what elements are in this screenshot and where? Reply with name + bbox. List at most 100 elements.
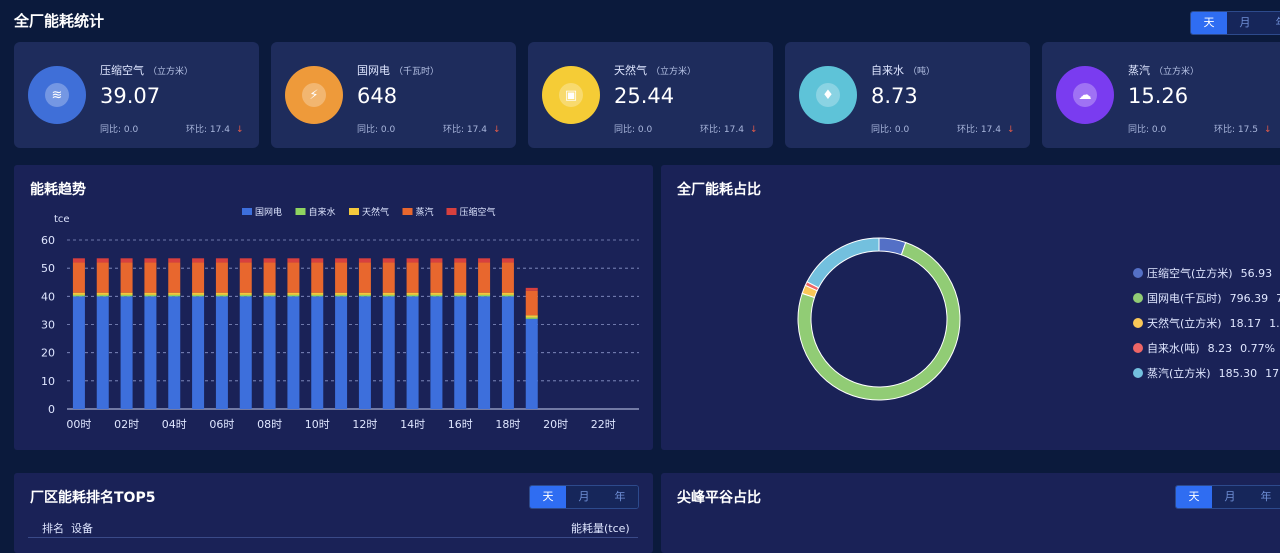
bar-segment <box>311 262 324 293</box>
bar-segment <box>478 296 491 409</box>
rank-period-year-tab[interactable]: 年 <box>602 486 638 508</box>
legend-name: 蒸汽(立方米) <box>1147 367 1211 380</box>
legend-label: 天然气 <box>362 206 389 218</box>
bar-segment <box>120 258 133 263</box>
legend-name: 国网电(千瓦时) <box>1147 292 1222 305</box>
bar-segment <box>72 262 85 293</box>
x-tick-label: 14时 <box>400 418 425 431</box>
bar-segment <box>215 294 228 297</box>
bar-segment <box>382 296 395 409</box>
bar-segment <box>311 294 324 297</box>
legend-swatch <box>295 208 306 215</box>
bar-segment <box>335 292 348 295</box>
kpi-name: 蒸汽 （立方米） <box>1128 64 1200 77</box>
bar-segment <box>358 294 371 297</box>
period-month-tab[interactable]: 月 <box>1227 12 1263 34</box>
rank-panel-title: 厂区能耗排名TOP5 <box>30 490 156 506</box>
donut-legend: 压缩空气(立方米)56.935国网电(千瓦时)796.397天然气(立方米)18… <box>1133 265 1280 390</box>
kpi-unit: （立方米） <box>1154 67 1200 77</box>
trend-down-icon: ↓ <box>749 125 758 135</box>
bar-segment <box>525 318 538 409</box>
energy-share-donut <box>797 237 961 401</box>
kpi-unit: （立方米） <box>148 67 194 77</box>
energy-trend-chart: tce 0 10 20 30 40 50 60 00时 02时 04时 06时 08时 10时 12时 14时… <box>41 206 639 431</box>
legend-dot <box>1133 293 1143 303</box>
kpi-yoy: 同比: 0.0 <box>614 125 653 135</box>
bar-segment <box>72 292 85 295</box>
bar-segment <box>501 258 514 263</box>
x-tick-label: 10时 <box>305 418 330 431</box>
bar-segment <box>96 292 109 295</box>
bar-segment <box>287 258 300 263</box>
bar-segment <box>72 296 85 409</box>
legend-value: 56.93 <box>1240 266 1273 280</box>
period-year-tab[interactable]: 年 <box>1263 12 1280 34</box>
kpi-value: 25.44 <box>614 84 675 108</box>
bar-segment <box>406 258 419 263</box>
peak-period-toggle: 天 月 年 <box>1175 485 1280 509</box>
bar-segment <box>525 315 538 318</box>
bar-segment <box>335 296 348 409</box>
kpi-icon-badge: ≋ <box>28 66 86 124</box>
bar-segment <box>144 296 157 409</box>
kpi-mom: 环比: 17.4 ↓ <box>957 125 1015 135</box>
bar-segment <box>287 294 300 297</box>
kpi-mom: 环比: 17.4 ↓ <box>443 125 501 135</box>
y-tick-label: 0 <box>48 403 55 416</box>
bar-segment <box>168 262 181 293</box>
trend-panel: 能耗趋势 tce 0 10 20 30 40 50 60 00时 02时 04时 06时 08时 10时 1… <box>14 165 653 450</box>
donut-legend-item: 自来水(吨) 8.23 0.77% <box>1133 340 1280 356</box>
bar-segment <box>335 294 348 297</box>
legend-value: 796.39 <box>1229 291 1269 305</box>
bar-segment <box>501 294 514 297</box>
bar-segment <box>525 287 538 291</box>
steam-icon: ☁ <box>1073 83 1097 107</box>
bar-segment <box>478 262 491 293</box>
rank-header-device: 设备 <box>71 522 93 535</box>
peak-period-year-tab[interactable]: 年 <box>1248 486 1280 508</box>
legend-percent: 17. <box>1265 366 1280 380</box>
legend-percent: 1.7 <box>1269 316 1280 330</box>
bar-segment <box>72 294 85 297</box>
kpi-value: 15.26 <box>1128 84 1189 108</box>
x-tick-label: 12时 <box>352 418 377 431</box>
kpi-mom: 环比: 17.4 ↓ <box>186 125 244 135</box>
x-tick-label: 06时 <box>209 418 234 431</box>
peak-period-month-tab[interactable]: 月 <box>1212 486 1248 508</box>
legend-value: 185.30 <box>1218 366 1258 380</box>
y-tick-label: 20 <box>41 347 55 360</box>
bar-segment <box>120 294 133 297</box>
kpi-card: ♦ 自来水 （吨） 8.73 同比: 0.0 环比: 17.4 ↓ <box>785 42 1030 148</box>
legend-swatch <box>402 208 413 215</box>
kpi-name: 国网电 （千瓦时） <box>357 64 440 77</box>
bar-segment <box>382 262 395 293</box>
rank-header-usage: 能耗量(tce) <box>571 522 630 535</box>
bar-segment <box>287 296 300 409</box>
bar-segment <box>263 258 276 263</box>
legend-dot <box>1133 368 1143 378</box>
period-day-tab[interactable]: 天 <box>1191 12 1227 34</box>
kpi-unit: （立方米） <box>651 67 697 77</box>
kpi-yoy: 同比: 0.0 <box>871 125 910 135</box>
bar-segment <box>311 296 324 409</box>
bar-segment <box>192 292 205 295</box>
kpi-value: 39.07 <box>100 84 161 108</box>
donut-legend-item: 天然气(立方米) 18.17 1.7 <box>1133 315 1280 331</box>
legend-swatch <box>446 208 457 215</box>
bar-segment <box>406 296 419 409</box>
rank-period-day-tab[interactable]: 天 <box>530 486 566 508</box>
kpi-icon-badge: ♦ <box>799 66 857 124</box>
bar-segment <box>144 262 157 293</box>
peak-panel-title: 尖峰平谷占比 <box>677 490 761 506</box>
rank-period-month-tab[interactable]: 月 <box>566 486 602 508</box>
bar-segment <box>168 258 181 263</box>
bar-segment <box>311 292 324 295</box>
bar-segment <box>525 290 538 316</box>
kpi-mom: 环比: 17.4 ↓ <box>700 125 758 135</box>
bar-segment <box>406 292 419 295</box>
bar-segment <box>192 294 205 297</box>
legend-name: 压缩空气(立方米) <box>1147 267 1233 280</box>
peak-period-day-tab[interactable]: 天 <box>1176 486 1212 508</box>
kpi-icon-badge: ⚡ <box>285 66 343 124</box>
legend-percent: 0.77% <box>1240 341 1276 355</box>
